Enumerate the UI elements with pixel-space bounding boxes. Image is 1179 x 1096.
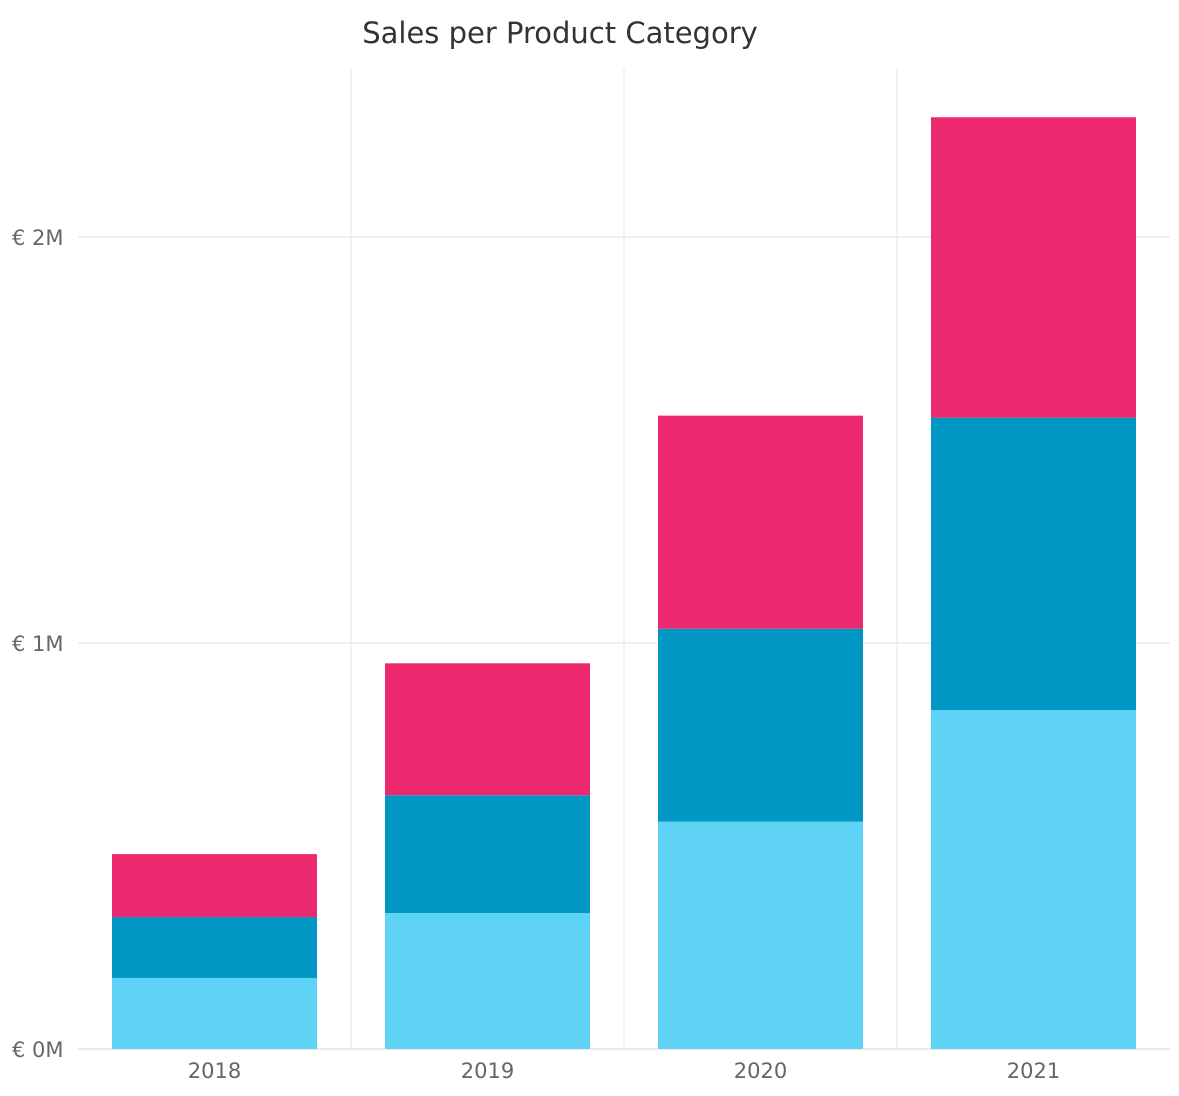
bar-segment-2018-3[interactable] <box>112 854 317 918</box>
bar-segment-2021-1[interactable] <box>931 709 1136 1049</box>
bar-segment-2019-1[interactable] <box>385 912 590 1049</box>
chart-title: Sales per Product Category <box>362 16 758 50</box>
bar-segment-2020-3[interactable] <box>658 415 863 629</box>
bar-segment-2020-1[interactable] <box>658 821 863 1049</box>
x-axis-ticks: 2018 2019 2020 2021 <box>188 1059 1060 1083</box>
y-tick-label: € 0M <box>12 1038 64 1062</box>
bar-segment-2019-2[interactable] <box>385 795 590 913</box>
y-tick-label: € 2M <box>12 226 64 250</box>
x-tick-label: 2018 <box>188 1059 241 1083</box>
bar-segment-2021-3[interactable] <box>931 117 1136 418</box>
x-tick-label: 2020 <box>734 1059 787 1083</box>
x-tick-label: 2019 <box>461 1059 514 1083</box>
bar-segment-2019-3[interactable] <box>385 663 590 796</box>
y-axis-ticks: € 0M € 1M € 2M <box>12 226 64 1062</box>
bar-segment-2018-1[interactable] <box>112 977 317 1049</box>
bar-segment-2021-2[interactable] <box>931 417 1136 710</box>
bar-stacks <box>112 117 1136 1049</box>
bar-segment-2018-2[interactable] <box>112 917 317 978</box>
bar-segment-2020-2[interactable] <box>658 628 863 822</box>
x-tick-label: 2021 <box>1007 1059 1060 1083</box>
y-tick-label: € 1M <box>12 632 64 656</box>
